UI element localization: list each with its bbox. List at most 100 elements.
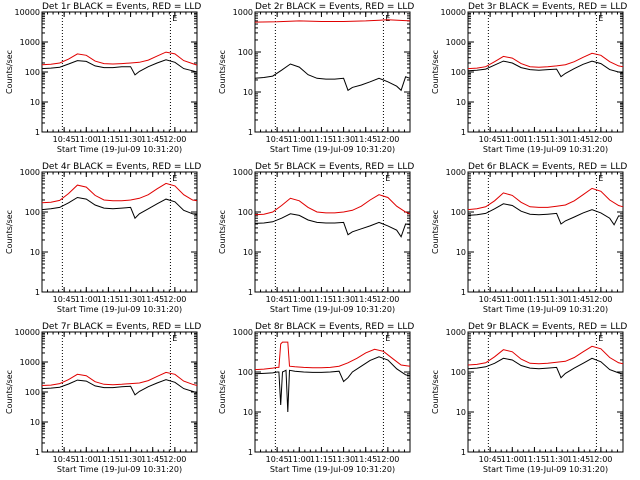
x-axis-label: Start Time (19-Jul-09 10:31:20): [270, 145, 395, 154]
x-tick-label: 11:00: [75, 295, 98, 304]
y-axis-label: Counts/sec: [5, 50, 14, 94]
y-tick-label: 1000: [446, 38, 466, 47]
x-tick-label: 11:15: [523, 135, 546, 144]
y-tick-label: 1: [248, 448, 253, 457]
y-tick-label: 1000: [233, 168, 253, 177]
x-tick-label: 11:45: [567, 455, 590, 464]
e-marker: E: [598, 334, 603, 343]
plot-frame: [467, 11, 624, 133]
x-tick-label: 11:30: [545, 135, 568, 144]
y-tick-label: 1: [461, 448, 466, 457]
x-tick-label: 11:00: [501, 295, 524, 304]
panel-title: Det 9r BLACK = Events, RED = LLD: [468, 322, 627, 332]
x-tick-label: 11:45: [141, 455, 164, 464]
y-tick-label: 1: [35, 448, 40, 457]
panel-det-9: Det 9r BLACK = Events, RED = LLD 1 10 100 10…: [431, 322, 627, 474]
x-axis-label: Start Time (19-Jul-09 10:31:20): [483, 465, 608, 474]
panel-det-1: Det 1r BLACK = Events, RED = LLD 1 10 100 10…: [5, 2, 201, 154]
x-tick-label: 10:45: [266, 135, 289, 144]
x-tick-label: 10:45: [266, 455, 289, 464]
y-axis-label: Counts/sec: [431, 50, 440, 94]
y-tick-label: 100: [25, 68, 40, 77]
panel-det-2: Det 2r BLACK = Events, RED = LLD 1 10 100 10…: [218, 2, 414, 154]
y-axis-label: Counts/sec: [5, 210, 14, 254]
x-tick-label: 10:45: [479, 295, 502, 304]
e-marker: E: [172, 174, 177, 183]
x-tick-label: 11:30: [119, 295, 142, 304]
y-tick-label: 10: [243, 88, 253, 97]
x-tick-label: 11:45: [141, 295, 164, 304]
x-tick-label: 12:00: [376, 295, 399, 304]
e-marker: E: [598, 14, 603, 23]
y-tick-label: 1: [461, 288, 466, 297]
panel-title: Det 2r BLACK = Events, RED = LLD: [255, 2, 414, 12]
y-tick-label: 1: [248, 128, 253, 137]
x-tick-label: 11:15: [523, 455, 546, 464]
x-tick-label: 11:30: [332, 295, 355, 304]
x-tick-label: 11:00: [288, 135, 311, 144]
y-axis-label: Counts/sec: [5, 370, 14, 414]
y-tick-label: 1: [461, 128, 466, 137]
plot-frame: [467, 331, 624, 453]
x-axis-label: Start Time (19-Jul-09 10:31:20): [270, 465, 395, 474]
y-tick-label: 1000: [20, 358, 40, 367]
y-tick-label: 1000: [446, 328, 466, 337]
y-tick-label: 10: [30, 98, 40, 107]
y-tick-label: 1000: [446, 168, 466, 177]
panel-det-3: Det 3r BLACK = Events, RED = LLD 1 10 100 10…: [431, 2, 627, 154]
y-tick-label: 100: [238, 368, 253, 377]
y-tick-label: 100: [451, 208, 466, 217]
y-tick-label: 10: [30, 418, 40, 427]
lld-series-line: [41, 51, 198, 66]
plot-frame: [41, 171, 198, 293]
x-tick-label: 12:00: [589, 295, 612, 304]
e-marker: E: [172, 334, 177, 343]
x-tick-label: 11:15: [310, 295, 333, 304]
y-tick-label: 100: [25, 388, 40, 397]
x-tick-label: 11:30: [119, 455, 142, 464]
x-axis-label: Start Time (19-Jul-09 10:31:20): [270, 305, 395, 314]
panel-det-5: Det 5r BLACK = Events, RED = LLD 1 10 100 10…: [218, 162, 414, 314]
x-tick-label: 10:45: [53, 295, 76, 304]
events-series-line: [467, 357, 624, 379]
x-tick-label: 11:15: [97, 135, 120, 144]
x-tick-label: 12:00: [589, 135, 612, 144]
events-series-line: [467, 203, 624, 226]
x-tick-label: 10:45: [479, 455, 502, 464]
y-tick-label: 10: [30, 248, 40, 257]
x-tick-label: 11:15: [310, 455, 333, 464]
x-axis-label: Start Time (19-Jul-09 10:31:20): [483, 305, 608, 314]
lld-series-line: [467, 187, 624, 211]
x-tick-label: 12:00: [163, 455, 186, 464]
x-tick-label: 11:45: [354, 455, 377, 464]
x-tick-label: 11:15: [310, 135, 333, 144]
e-marker: E: [172, 14, 177, 23]
y-axis-label: Counts/sec: [431, 210, 440, 254]
x-axis-label: Start Time (19-Jul-09 10:31:20): [57, 465, 182, 474]
x-tick-label: 11:30: [545, 455, 568, 464]
y-tick-label: 1: [248, 288, 253, 297]
y-tick-label: 100: [238, 48, 253, 57]
y-tick-label: 10000: [15, 8, 40, 17]
lld-series-line: [41, 182, 198, 204]
x-tick-label: 11:30: [332, 135, 355, 144]
plot-frame: [467, 171, 624, 293]
x-tick-label: 10:45: [266, 295, 289, 304]
events-series-line: [41, 196, 198, 220]
x-tick-label: 11:00: [288, 295, 311, 304]
x-tick-label: 11:45: [354, 135, 377, 144]
x-tick-label: 11:30: [545, 295, 568, 304]
lld-series-line: [254, 194, 411, 216]
plot-frame: [41, 11, 198, 133]
x-tick-label: 10:45: [53, 455, 76, 464]
y-axis-label: Counts/sec: [218, 210, 227, 254]
x-tick-label: 12:00: [376, 455, 399, 464]
x-tick-label: 11:45: [354, 295, 377, 304]
panel-det-6: Det 6r BLACK = Events, RED = LLD 1 10 100 10…: [431, 162, 627, 314]
x-tick-label: 11:00: [75, 455, 98, 464]
y-axis-label: Counts/sec: [218, 50, 227, 94]
panel-title: Det 7r BLACK = Events, RED = LLD: [42, 322, 201, 332]
events-series-line: [254, 63, 411, 92]
x-axis-label: Start Time (19-Jul-09 10:31:20): [483, 145, 608, 154]
